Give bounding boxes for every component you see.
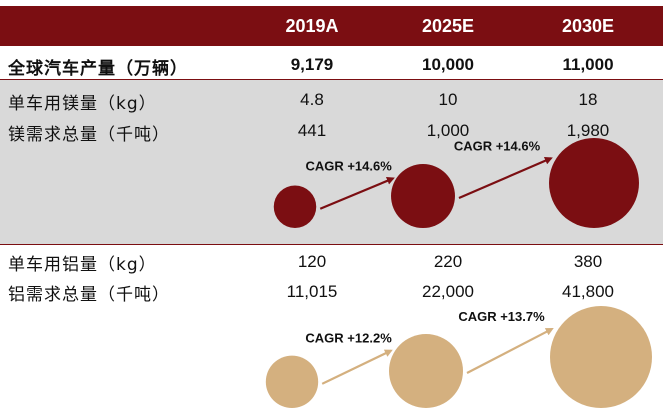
- al-cagr-label-2: CAGR +13.7%: [458, 309, 545, 324]
- cell-mg-per-vehicle-2025: 10: [438, 90, 458, 109]
- row-label-mg-demand: 镁需求总量（千吨）: [8, 125, 170, 145]
- row-separator: [0, 79, 663, 80]
- cell-production-2019: 9,179: [290, 55, 334, 74]
- cell-mg-demand-2030: 1,980: [566, 121, 610, 140]
- column-header-2030: 2030E: [561, 16, 615, 36]
- cell-production-2030: 11,000: [562, 55, 614, 74]
- mg-bubble-2: [391, 164, 455, 229]
- al-bubble-1: [265, 355, 319, 409]
- al-arrow-1: [321, 349, 393, 385]
- al-arrow-2: [466, 327, 554, 374]
- row-label-mg-per-vehicle: 单车用镁量（kg）: [8, 94, 157, 114]
- al-bubble-2: [389, 334, 463, 408]
- mg-arrow-1: [319, 177, 395, 210]
- al-cagr-label-1: CAGR +12.2%: [305, 331, 392, 346]
- cell-production-2025: 10,000: [422, 55, 474, 74]
- mg-bubble-1: [273, 185, 317, 229]
- cell-al-demand-2019: 11,015: [286, 282, 338, 301]
- mg-cagr-label-1: CAGR +14.6%: [305, 158, 392, 173]
- table-header: 2019A 2025E 2030E: [0, 6, 663, 46]
- row-label-al-per-vehicle: 单车用铝量（kg）: [8, 255, 157, 275]
- mg-bubble-3: [549, 138, 639, 228]
- column-header-2019: 2019A: [285, 16, 339, 36]
- cell-al-demand-2025: 22,000: [422, 282, 474, 301]
- cell-al-demand-2030: 41,800: [562, 282, 614, 301]
- mg-cagr-label-2: CAGR +14.6%: [454, 138, 541, 153]
- cell-mg-per-vehicle-2019: 4.8: [300, 90, 324, 109]
- cell-mg-per-vehicle-2030: 18: [578, 90, 598, 109]
- cell-al-per-vehicle-2030: 380: [573, 252, 603, 271]
- cell-mg-demand-2025: 1,000: [426, 121, 470, 140]
- al-bubble-3: [550, 306, 652, 408]
- cell-al-per-vehicle-2019: 120: [297, 252, 327, 271]
- row-label-al-demand: 铝需求总量（千吨）: [8, 285, 170, 305]
- cell-al-per-vehicle-2025: 220: [433, 252, 463, 271]
- row-separator-2: [0, 244, 663, 245]
- column-header-2025: 2025E: [421, 16, 475, 36]
- cell-mg-demand-2019: 441: [297, 121, 327, 140]
- mg-arrow-2: [458, 156, 553, 200]
- row-label-vehicle-production: 全球汽车产量（万辆）: [8, 59, 188, 79]
